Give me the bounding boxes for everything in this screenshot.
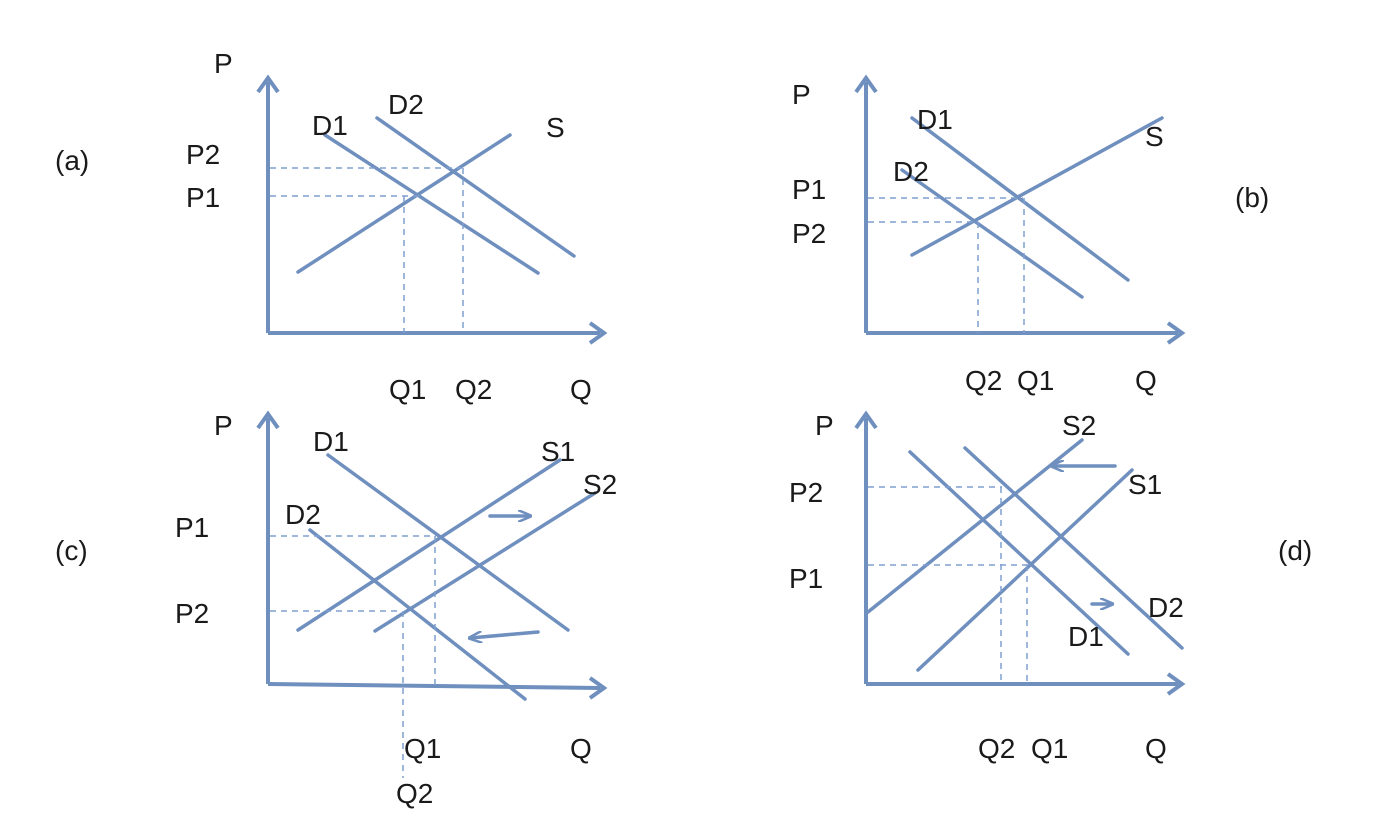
panel-b-q-axis-arrow (1166, 321, 1186, 345)
panel-c-curve-label: S1 (541, 436, 575, 467)
panel-d-s2-curve (866, 438, 1084, 614)
panel-b-tag: (b) (1235, 182, 1269, 213)
panel-a-q-axis-arrow (588, 321, 608, 345)
panel-d: (d) P Q P2 P1 Q2 Q1 S2 S1 D2 D1 (789, 410, 1312, 764)
panel-b-price-label: P1 (792, 174, 826, 205)
panel-c-q-axis-line (267, 682, 601, 690)
panel-d-curve-label: S1 (1128, 469, 1162, 500)
panel-c-q-axis-arrow (588, 676, 608, 700)
panel-d-p-axis-label: P (815, 410, 834, 441)
panel-d-price-label: P2 (789, 477, 823, 508)
panel-b-curve-label: D2 (893, 156, 929, 187)
panel-a-p-axis-arrow (256, 74, 280, 94)
panel-c-price-label: P2 (175, 598, 209, 629)
panel-d-q-axis-label: Q (1145, 733, 1167, 764)
panel-a-s-curve (296, 133, 512, 274)
panel-c-curve-label: D1 (313, 426, 349, 457)
panel-a-d1-curve (323, 133, 540, 275)
panel-d-s1-curve (916, 468, 1134, 672)
panel-a-d2-curve (375, 116, 576, 258)
panel-c-d2-curve (308, 528, 527, 701)
panel-c-s1-curve (296, 458, 562, 632)
panel-c-quantity-label: Q2 (396, 778, 433, 809)
panel-b-price-label: P2 (792, 218, 826, 249)
panel-a-price-label: P1 (186, 182, 220, 213)
panel-d-d2-curve (963, 446, 1184, 650)
panel-c-curve-label: S2 (583, 469, 617, 500)
panel-c: (c) P Q P1 P2 Q1 Q2 D1 D2 S1 S2 (55, 410, 617, 809)
panel-c-tag: (c) (55, 535, 88, 566)
panel-b-quantity-label: Q2 (965, 365, 1002, 396)
panel-c-p-axis-arrow (256, 410, 280, 430)
panel-c-price-label: P1 (175, 512, 209, 543)
panel-c-s2-curve (373, 491, 597, 633)
panel-d-p-axis-arrow (854, 410, 878, 430)
panel-c-quantity-label: Q1 (404, 733, 441, 764)
panel-a-p-axis-label: P (214, 48, 233, 79)
panel-b-p-axis-label: P (792, 79, 811, 110)
panel-b-curve-label: S (1145, 121, 1164, 152)
panel-b-d1-curve (910, 116, 1130, 282)
panel-d-curve-label: D1 (1068, 621, 1104, 652)
panel-a-quantity-label: Q1 (389, 374, 426, 405)
panel-c-d1-curve (326, 453, 570, 632)
panel-b-quantity-label: Q1 (1017, 365, 1054, 396)
panel-d-quantity-label: Q1 (1031, 733, 1068, 764)
panel-a-quantity-label: Q2 (455, 374, 492, 405)
panel-d-curve-label: D2 (1148, 592, 1184, 623)
panel-a-tag: (a) (55, 145, 89, 176)
panel-b-p-axis-arrow (854, 74, 878, 94)
panel-c-demand-shift-arrow (470, 630, 540, 638)
panel-b-curve-label: D1 (917, 104, 953, 135)
panel-b: (b) P Q P1 P2 Q2 Q1 D1 D2 S (792, 74, 1269, 396)
panel-a: (a) P Q P2 P1 Q1 Q2 D1 D2 S (55, 48, 608, 405)
panel-a-q-axis-label: Q (570, 374, 592, 405)
panel-a-curve-label: D2 (388, 89, 424, 120)
panel-d-price-label: P1 (789, 563, 823, 594)
panel-d-q-axis-arrow (1166, 672, 1186, 696)
panel-b-s-curve (910, 116, 1164, 257)
panel-a-curve-label: D1 (312, 110, 348, 141)
panel-c-q-axis-label: Q (570, 733, 592, 764)
panel-d-quantity-label: Q2 (978, 733, 1015, 764)
panel-b-q-axis-label: Q (1135, 365, 1157, 396)
panel-d-d1-curve (908, 450, 1130, 656)
panel-a-price-label: P2 (186, 139, 220, 170)
panel-c-p-axis-label: P (214, 410, 233, 441)
panel-a-curve-label: S (546, 112, 565, 143)
panel-d-curve-label: S2 (1062, 410, 1096, 441)
panel-c-curve-label: D2 (285, 499, 321, 530)
panel-b-d2-curve (900, 168, 1084, 299)
panel-d-tag: (d) (1278, 535, 1312, 566)
